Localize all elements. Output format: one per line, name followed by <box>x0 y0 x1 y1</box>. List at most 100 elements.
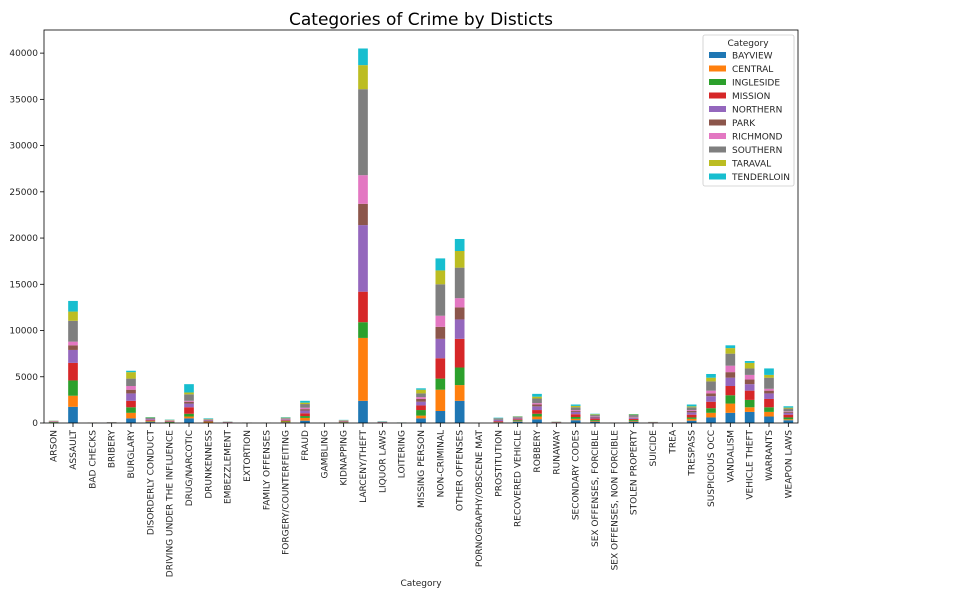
bar-drug-narcotic-bayview <box>184 418 194 423</box>
bar-drug-narcotic-tenderloin <box>184 384 194 393</box>
bar-disorderly-conduct-northern <box>145 419 156 421</box>
x-tick-label-bad-checks: BAD CHECKS <box>88 430 98 489</box>
bar-trespass-central <box>686 418 697 421</box>
y-tick-label: 15000 <box>9 280 38 290</box>
bar-weapon-laws-mission <box>783 414 794 418</box>
x-tick-label-other-offenses: OTHER OFFENSES <box>456 430 466 511</box>
x-tick-label-vehicle-theft: VEHICLE THEFT <box>746 430 756 500</box>
bar-vehicle-theft-richmond <box>744 374 755 380</box>
legend-label-southern: SOUTHERN <box>732 146 782 156</box>
legend-label-northern: NORTHERN <box>732 106 782 116</box>
x-tick-label-extortion: EXTORTION <box>243 430 253 482</box>
bar-assault-tenderloin <box>68 300 78 312</box>
bar-non-criminal-northern <box>435 338 446 359</box>
bar-trespass-northern <box>686 412 697 415</box>
bar-trespass-mission <box>686 414 697 418</box>
bar-vandalism-northern <box>725 377 736 387</box>
bar-stolen-property-central <box>628 420 639 422</box>
bar-secondary-codes-southern <box>570 407 581 411</box>
bar-fraud-bayview <box>300 420 310 423</box>
x-tick-label-non-criminal: NON-CRIMINAL <box>436 430 446 497</box>
bar-vehicle-theft-ingleside <box>744 399 755 408</box>
bar-larceny-theft-tenderloin <box>358 48 368 66</box>
bar-vandalism-central <box>725 403 736 413</box>
bar-burglary-mission <box>126 400 136 408</box>
bar-drug-narcotic-richmond <box>184 400 194 402</box>
bar-stolen-property-ingleside <box>628 419 639 421</box>
bar-forgery-counterfeiting-ingleside <box>280 420 291 422</box>
legend-items: BAYVIEW CENTRAL INGLESIDE MISSION NORTHERN PA… <box>709 52 790 183</box>
bar-vandalism-park <box>725 372 736 378</box>
bar-warrants-mission <box>764 398 774 408</box>
bar-disorderly-conduct-mission <box>145 420 156 422</box>
bar-vandalism-mission <box>725 386 736 396</box>
bar-drug-narcotic-ingleside <box>184 413 194 417</box>
bar-non-criminal-taraval <box>435 270 446 285</box>
bar-assault-richmond <box>68 341 78 346</box>
bar-recovered-vehicle-bayview <box>512 421 523 423</box>
bar-larceny-theft-park <box>358 203 368 226</box>
x-tick-label-runaway: RUNAWAY <box>552 430 562 475</box>
bar-larceny-theft-mission <box>358 291 368 323</box>
bar-larceny-theft-ingleside <box>358 322 368 338</box>
bar-larceny-theft-southern <box>358 89 368 176</box>
bar-fraud-central <box>300 417 310 421</box>
bar-drunkenness-mission <box>203 421 214 422</box>
x-tick-label-assault: ASSAULT <box>69 430 79 470</box>
bar-burglary-tenderloin <box>126 370 136 373</box>
bar-assault-southern <box>68 320 78 342</box>
bar-robbery-mission <box>532 410 542 414</box>
bar-robbery-central <box>532 416 542 420</box>
bar-suspicious-occ-mission <box>706 401 716 409</box>
x-tick-label-driving-under-the-influence: DRIVING UNDER THE INFLUENCE <box>166 430 176 577</box>
bar-suspicious-occ-taraval <box>706 377 716 382</box>
x-tick-label-fraud: FRAUD <box>301 430 311 461</box>
x-tick-label-missing-person: MISSING PERSON <box>417 430 427 508</box>
bar-disorderly-conduct-bayview <box>145 422 156 423</box>
legend-swatch-northern <box>709 106 726 112</box>
legend-swatch-park <box>709 119 726 126</box>
x-tick-label-sex-offenses-non-forcible: SEX OFFENSES, NON FORCIBLE <box>610 430 620 571</box>
bar-drunkenness-tenderloin <box>203 418 214 419</box>
bar-forgery-counterfeiting-mission <box>280 420 291 421</box>
bar-other-offenses-ingleside <box>454 367 465 386</box>
bar-drug-narcotic-northern <box>184 403 194 408</box>
bar-vandalism-tenderloin <box>725 345 736 349</box>
bar-missing-person-central <box>416 415 426 419</box>
bar-burglary-northern <box>126 393 136 401</box>
bar-missing-person-northern <box>416 401 426 406</box>
bar-vandalism-southern <box>725 353 736 366</box>
bar-missing-person-park <box>416 398 426 402</box>
bar-non-criminal-park <box>435 326 446 339</box>
bar-burglary-ingleside <box>126 407 136 413</box>
bar-fraud-southern <box>300 404 310 408</box>
x-tick-label-arson: ARSON <box>50 430 60 462</box>
y-tick-label: 5000 <box>15 373 38 383</box>
bar-robbery-richmond <box>532 403 542 405</box>
bar-secondary-codes-ingleside <box>570 416 581 419</box>
legend-label-taraval: TARAVAL <box>731 160 771 170</box>
bar-other-offenses-park <box>454 307 465 320</box>
bar-secondary-codes-bayview <box>570 420 581 423</box>
x-tick-label-drug-narcotic: DRUG/NARCOTIC <box>185 430 195 506</box>
bar-secondary-codes-northern <box>570 411 581 415</box>
x-tick-label-vandalism: VANDALISM <box>726 430 736 483</box>
bar-prostitution-southern <box>493 418 504 420</box>
bar-fraud-park <box>300 409 310 411</box>
y-tick-label: 30000 <box>9 142 38 152</box>
bar-stolen-property-southern <box>628 415 639 417</box>
bar-warrants-southern <box>764 377 774 389</box>
bar-stolen-property-mission <box>628 418 639 420</box>
bar-non-criminal-ingleside <box>435 378 446 390</box>
bar-trespass-bayview <box>686 420 697 423</box>
x-tick-label-warrants: WARRANTS <box>765 430 775 481</box>
bar-suspicious-occ-richmond <box>706 390 716 394</box>
bar-non-criminal-tenderloin <box>435 258 446 271</box>
bar-drunkenness-central <box>203 421 214 423</box>
bar-drug-narcotic-mission <box>184 407 194 414</box>
bar-vehicle-theft-taraval <box>744 362 755 369</box>
bar-weapon-laws-bayview <box>783 420 794 423</box>
bar-missing-person-bayview <box>416 418 426 423</box>
bar-drug-narcotic-taraval <box>184 392 194 395</box>
x-tick-label-trespass: TRESPASS <box>688 430 698 477</box>
